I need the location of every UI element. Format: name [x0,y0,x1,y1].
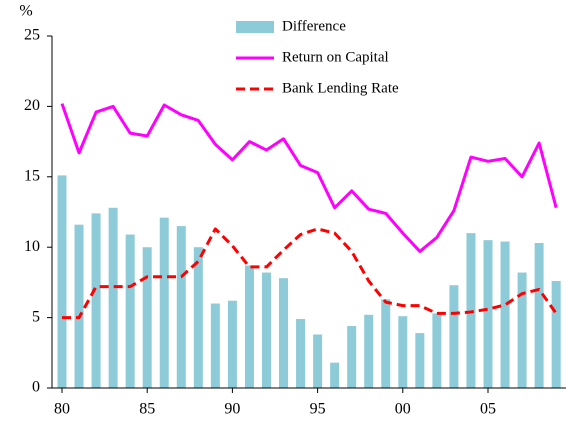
bar [483,240,493,388]
legend-label: Bank Lending Rate [282,80,399,96]
bar [57,175,67,388]
bar [432,313,442,388]
bar [534,242,544,388]
bar [551,280,561,388]
x-tick-label: 05 [480,401,496,418]
bar [364,314,374,388]
x-tick-label: 00 [395,401,411,418]
bar [142,247,152,388]
bar [500,241,510,388]
bar [244,265,254,388]
bar [91,213,101,388]
y-tick-label: 10 [24,238,40,255]
bar [227,300,237,388]
bar [159,217,169,388]
y-tick-label: 15 [24,167,40,184]
bar [313,334,323,388]
bar [296,319,306,388]
bar [517,272,527,388]
bar [176,226,186,388]
x-tick-label: 80 [54,401,70,418]
bar [347,326,357,388]
y-axis-label: % [19,3,32,20]
bar [449,285,459,388]
line [62,227,558,320]
bar [330,362,340,388]
x-tick-label: 90 [224,401,240,418]
bar [381,299,391,388]
legend-swatch [236,21,274,33]
bar [279,278,289,388]
legend-label: Return on Capital [282,49,389,65]
bar [125,234,135,388]
x-tick-label: 95 [310,401,326,418]
bar [261,272,271,388]
bar [108,207,118,388]
y-tick-label: 25 [24,27,40,44]
bar [210,303,220,388]
y-tick-label: 0 [32,379,40,396]
bar [398,316,408,388]
y-tick-label: 5 [32,308,40,325]
bar [193,247,203,388]
y-tick-label: 20 [24,97,40,114]
legend-label: Difference [282,18,346,34]
line [60,103,558,253]
bar [74,224,84,388]
x-tick-label: 85 [139,401,155,418]
bar [415,333,425,388]
